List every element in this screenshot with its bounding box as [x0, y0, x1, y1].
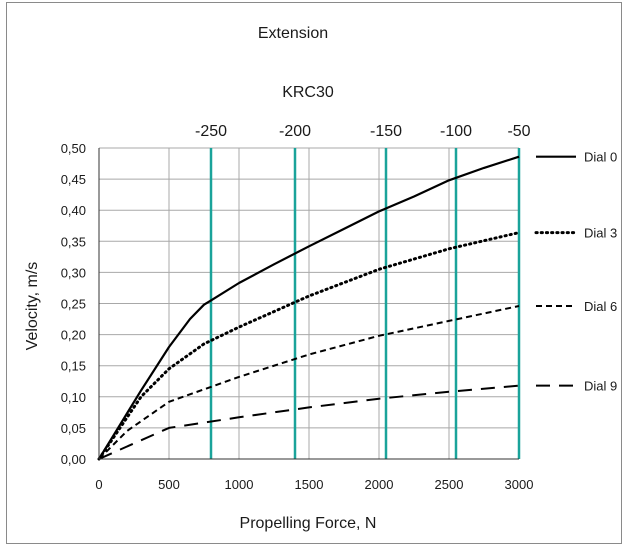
y-tick-label: 0,00: [61, 452, 86, 467]
y-tick-label: 0,35: [61, 234, 86, 249]
y-tick-label: 0,10: [61, 390, 86, 405]
top-axis-label: -50: [507, 123, 530, 140]
x-tick-label: 0: [95, 477, 102, 492]
y-tick-label: 0,25: [61, 297, 86, 312]
x-tick-label: 2000: [365, 477, 394, 492]
y-axis-label: Velocity, m/s: [24, 262, 41, 351]
y-tick-label: 0,05: [61, 421, 86, 436]
series-line-dial-6: [98, 305, 520, 460]
x-tick-label: 500: [158, 477, 180, 492]
top-axis-label: -100: [440, 123, 472, 140]
top-axis-label: -150: [370, 123, 402, 140]
top-axis-label: -200: [279, 123, 311, 140]
legend-label: Dial 3: [584, 226, 617, 241]
legend-label: Dial 6: [584, 299, 617, 314]
y-tick-label: 0,40: [61, 203, 86, 218]
plot-area: 0,00 0,05 0,10 0,15 0,20 0,25 0,30 0,35 0,40 0,45…: [61, 123, 618, 492]
series-line-dial-9: [98, 384, 520, 460]
y-tick-label: 0,30: [61, 265, 86, 280]
y-tick-label: 0,15: [61, 359, 86, 374]
x-axis-label: Propelling Force, N: [240, 515, 377, 532]
y-tick-label: 0,45: [61, 172, 86, 187]
x-tick-label: 3000: [505, 477, 534, 492]
chart-subtitle: KRC30: [282, 84, 334, 101]
y-tick-label: 0,20: [61, 328, 86, 343]
series-line-dial-3: [97, 231, 521, 461]
x-tick-label: 1500: [295, 477, 324, 492]
x-tick-label: 1000: [225, 477, 254, 492]
legend-label: Dial 9: [584, 379, 617, 394]
chart-title: Extension: [258, 25, 328, 42]
top-axis-label: -250: [195, 123, 227, 140]
series-line-dial-0: [98, 155, 520, 460]
chart-frame: [6, 2, 622, 544]
y-tick-label: 0,50: [61, 141, 86, 156]
x-tick-label: 2500: [435, 477, 464, 492]
legend-label: Dial 0: [584, 150, 617, 165]
